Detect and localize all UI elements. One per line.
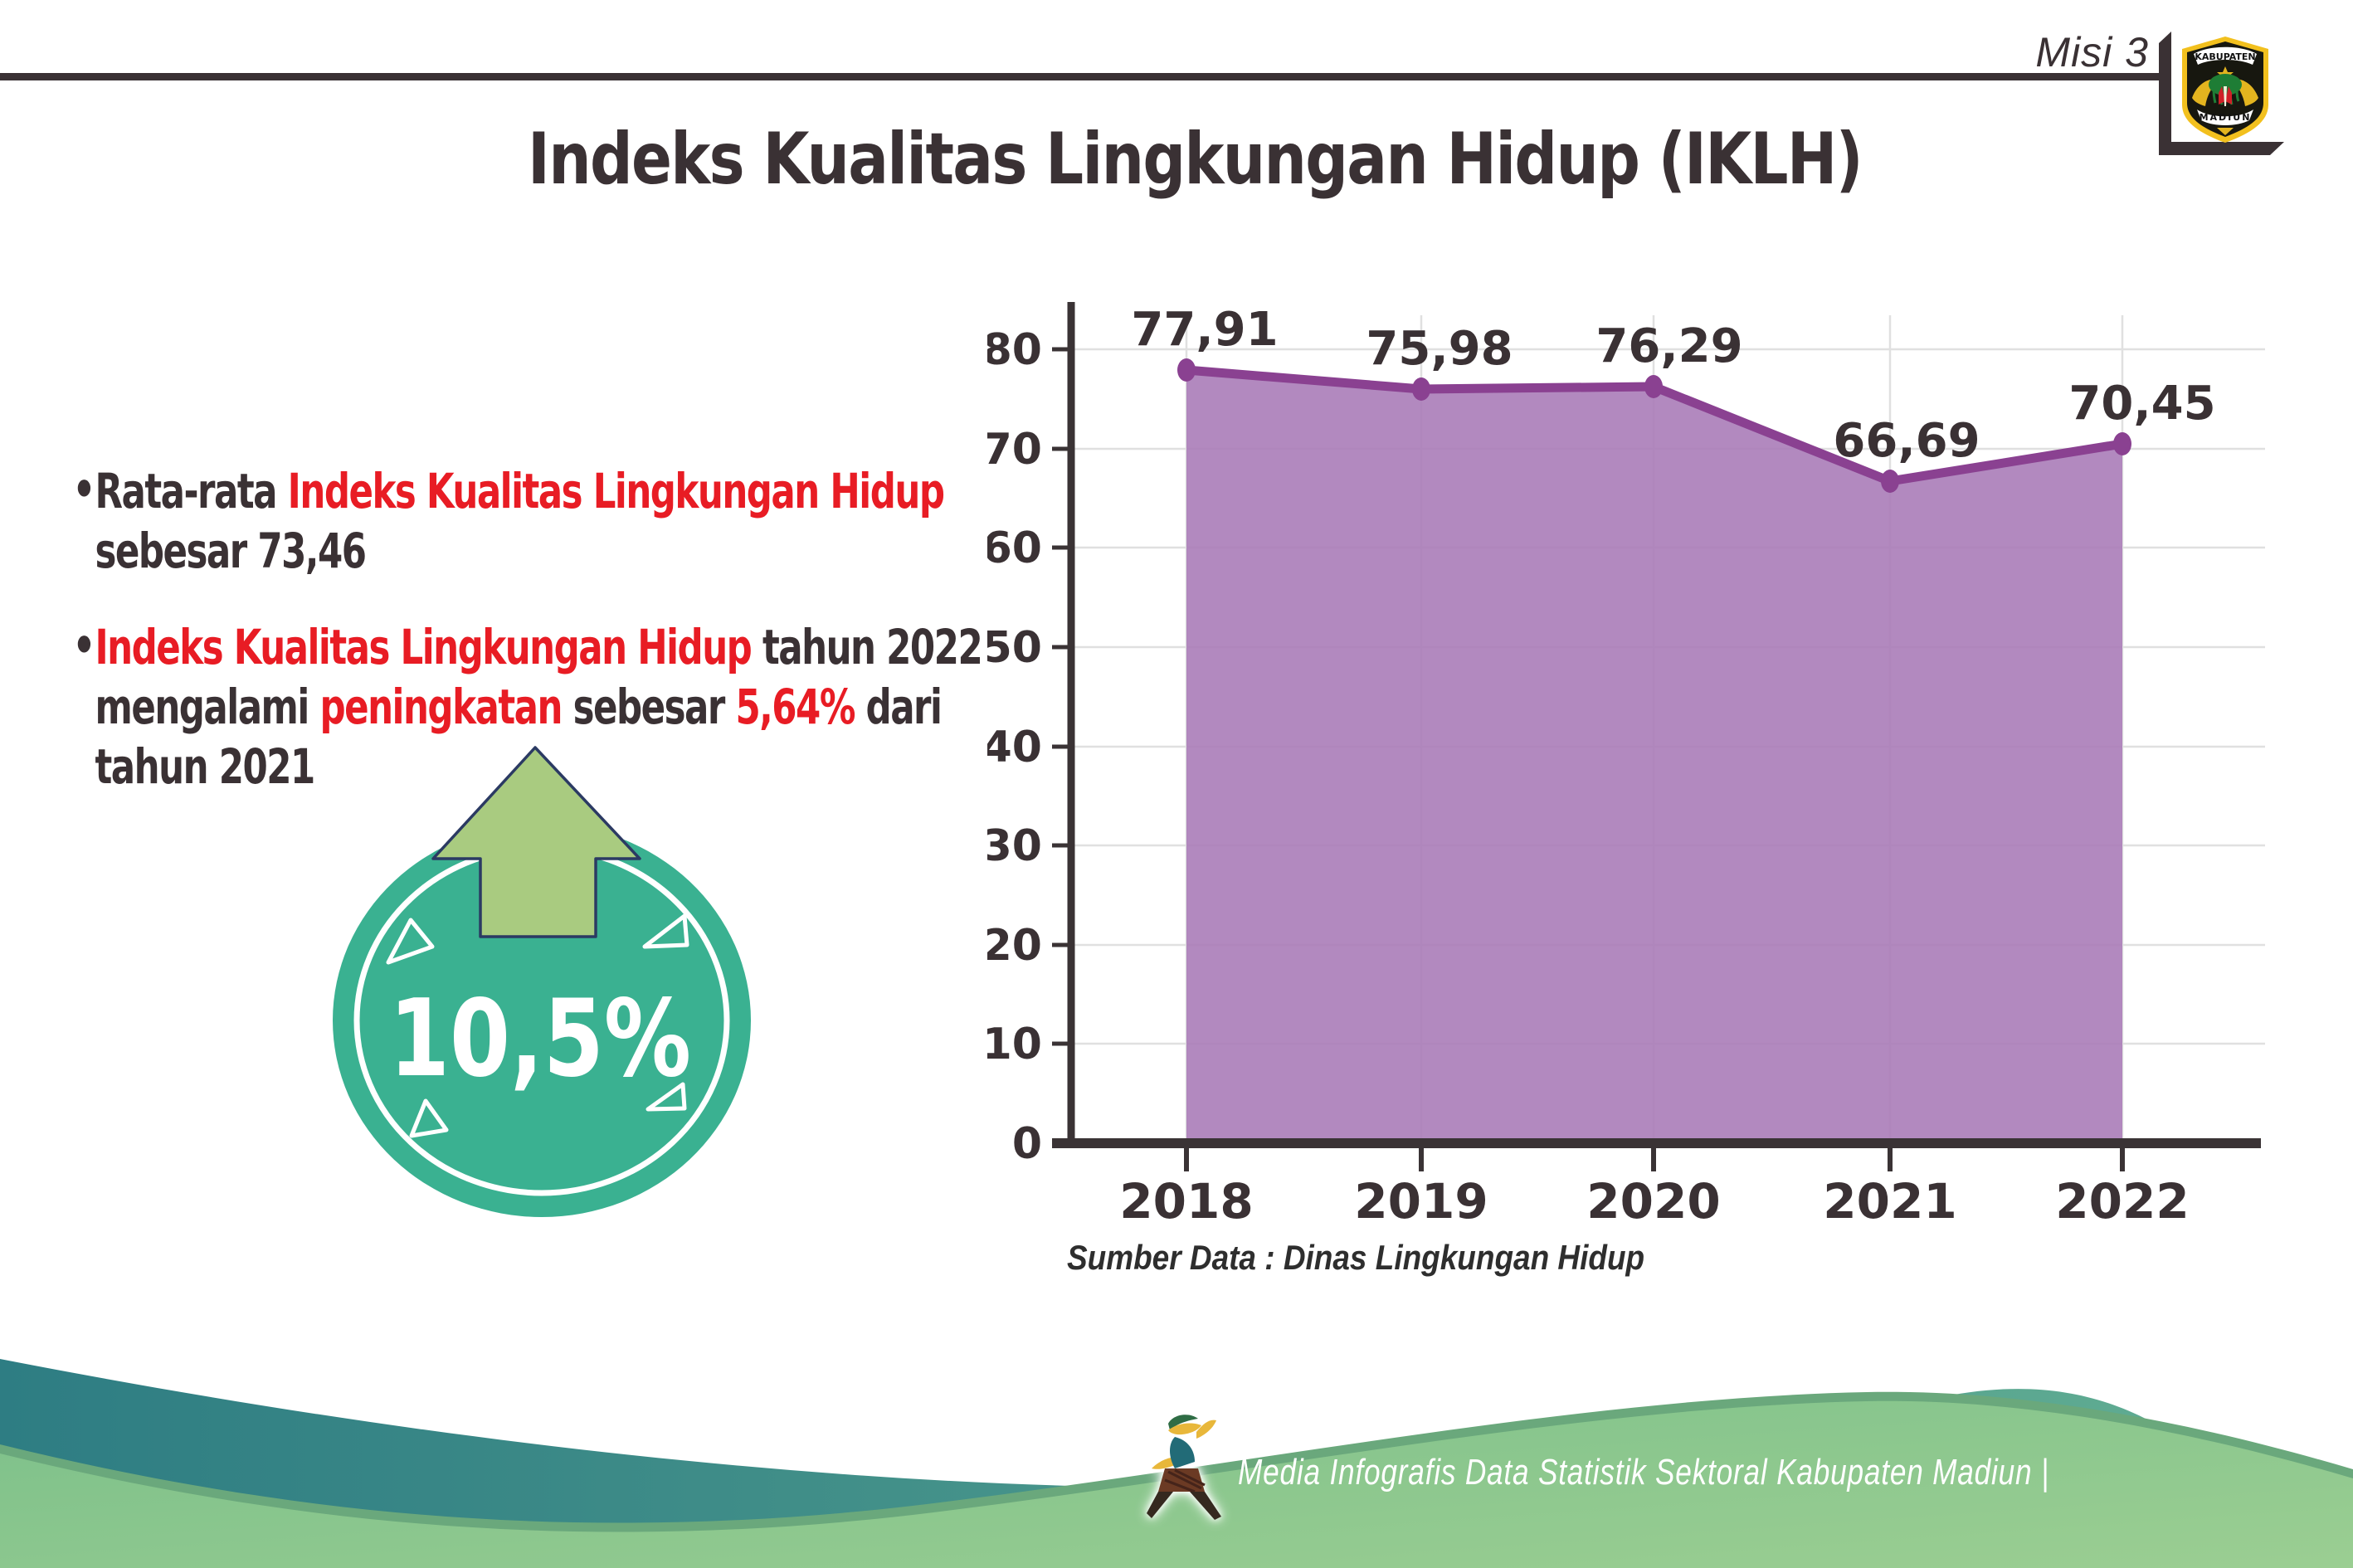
y-tick-20: 20 — [987, 921, 1042, 971]
header-rule — [0, 73, 2164, 80]
y-tick-80: 80 — [987, 325, 1042, 375]
y-axis-ticks — [1052, 347, 1071, 1146]
arrow-up-icon — [431, 746, 641, 938]
corner-bracket — [2159, 32, 2284, 155]
bullet2-text-2: mengalami — [95, 679, 320, 735]
x-label-2020: 2020 — [1586, 1173, 1720, 1230]
logo-red-right — [2225, 86, 2232, 105]
value-label-2021: 66,69 — [1833, 414, 1980, 468]
logo-keris-icon — [2224, 86, 2227, 106]
logo-ornament — [2217, 128, 2234, 135]
logo-ribbon-bottom — [2197, 110, 2253, 125]
y-tick-30: 30 — [987, 821, 1042, 871]
badge-spark-upper-left — [386, 918, 435, 965]
chart-markers — [1177, 358, 2131, 493]
bullet1-text-1: Rata-rata — [95, 463, 288, 519]
bullet-item-increase: • Indeks Kualitas Lingkungan Hidup tahun … — [72, 617, 1047, 796]
bullet2-text-4: dari — [854, 679, 943, 735]
logo-red-left — [2219, 86, 2225, 105]
increase-badge: 10,5% — [333, 746, 751, 1217]
logo-bottom-text: MADIUN — [2200, 112, 2252, 123]
y-tick-10: 10 — [987, 1020, 1042, 1069]
bullet-item-average: • Rata-rata Indeks Kualitas Lingkungan Hi… — [72, 461, 1047, 581]
value-label-2018: 77,91 — [1131, 303, 1278, 357]
x-label-2022: 2022 — [2055, 1173, 2189, 1230]
chart-source-note: Sumber Data : Dinas Lingkungan Hidup — [1067, 1238, 1645, 1277]
logo-tree-icon — [2209, 74, 2242, 95]
x-axis-ticks — [1184, 1148, 2125, 1171]
bullet1-text-2: sebesar 73,46 — [95, 523, 367, 579]
summary-bullets: • Rata-rata Indeks Kualitas Lingkungan Hi… — [72, 461, 1047, 833]
value-label-2019: 75,98 — [1366, 322, 1513, 376]
value-label-2020: 76,29 — [1595, 319, 1742, 373]
iklh-area-chart: 0 10 20 30 40 50 60 70 80 2018 2019 2020… — [987, 302, 2265, 1230]
kabupaten-madiun-logo: KABUPATEN MADIUN — [2182, 37, 2268, 143]
badge-spark-lower-left — [409, 1098, 449, 1138]
badge-spark-upper-right — [642, 913, 689, 949]
dancer-mascot-icon — [1147, 1415, 1221, 1520]
y-tick-70: 70 — [987, 425, 1042, 475]
logo-ribbon-top — [2194, 46, 2257, 65]
page-title: Indeks Kualitas Lingkungan Hidup (IKLH) — [528, 118, 1863, 201]
chart-area-fill — [1186, 370, 2122, 1143]
y-tick-0: 0 — [1012, 1119, 1042, 1169]
bullet-dot: • — [72, 461, 96, 518]
x-label-2018: 2018 — [1119, 1173, 1253, 1230]
y-tick-50: 50 — [987, 623, 1042, 673]
y-tick-40: 40 — [987, 723, 1042, 772]
bullet2-text-5: tahun 2021 — [95, 738, 316, 795]
bullet2-text-red2: peningkatan — [319, 679, 563, 735]
bullet2-text-red3: 5,64% — [735, 679, 855, 735]
bullet2-text-red1: Indeks Kualitas Lingkungan Hidup — [95, 619, 753, 675]
bullet1-text-red: Indeks Kualitas Lingkungan Hidup — [287, 463, 945, 519]
x-label-2021: 2021 — [1823, 1173, 1956, 1230]
y-tick-60: 60 — [987, 523, 1042, 573]
misi-label: Misi 3 — [2035, 29, 2149, 75]
bullet2-text-3: sebesar — [561, 679, 736, 735]
footer-credit: Media Infografis Data Statistik Sektoral… — [1238, 1452, 2049, 1493]
logo-top-text: KABUPATEN — [2195, 51, 2255, 62]
badge-value: 10,5% — [389, 976, 691, 1101]
badge-spark-lower-right — [645, 1082, 687, 1112]
bullet-dot: • — [72, 617, 96, 674]
x-label-2019: 2019 — [1354, 1173, 1488, 1230]
bullet2-text-1: tahun 2022 — [751, 619, 983, 675]
value-label-2022: 70,45 — [2068, 377, 2215, 431]
